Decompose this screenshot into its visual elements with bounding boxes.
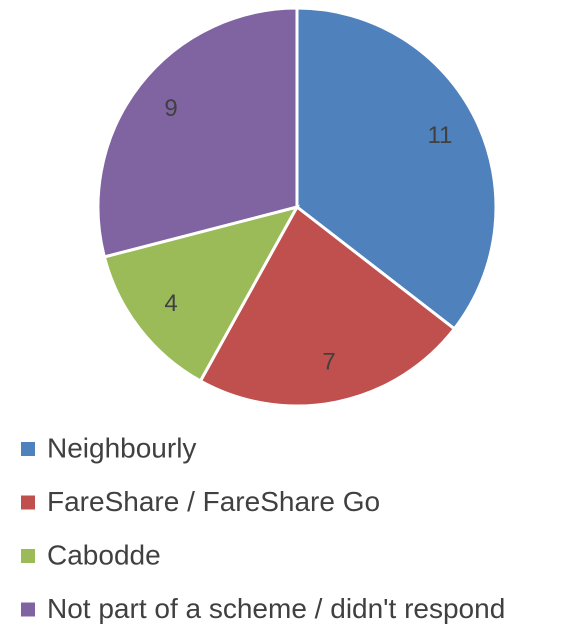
legend-label: Not part of a scheme / didn't respond [47,593,505,624]
legend-swatch [21,602,35,617]
data-label: 9 [164,95,177,122]
legend-swatch [21,549,35,563]
legend-swatch [21,442,35,456]
pie-slice [102,204,301,384]
pie-slice [198,204,457,408]
data-label: 11 [427,122,452,149]
legend-label: FareShare / FareShare Go [47,486,380,517]
legend-swatch [21,495,35,510]
pie-slice [295,6,498,331]
data-label: 7 [322,348,335,375]
legend-label: Neighbourly [47,432,196,463]
legend-label: Cabodde [47,539,161,570]
pie-slice [96,6,299,259]
data-label: 4 [164,290,177,317]
